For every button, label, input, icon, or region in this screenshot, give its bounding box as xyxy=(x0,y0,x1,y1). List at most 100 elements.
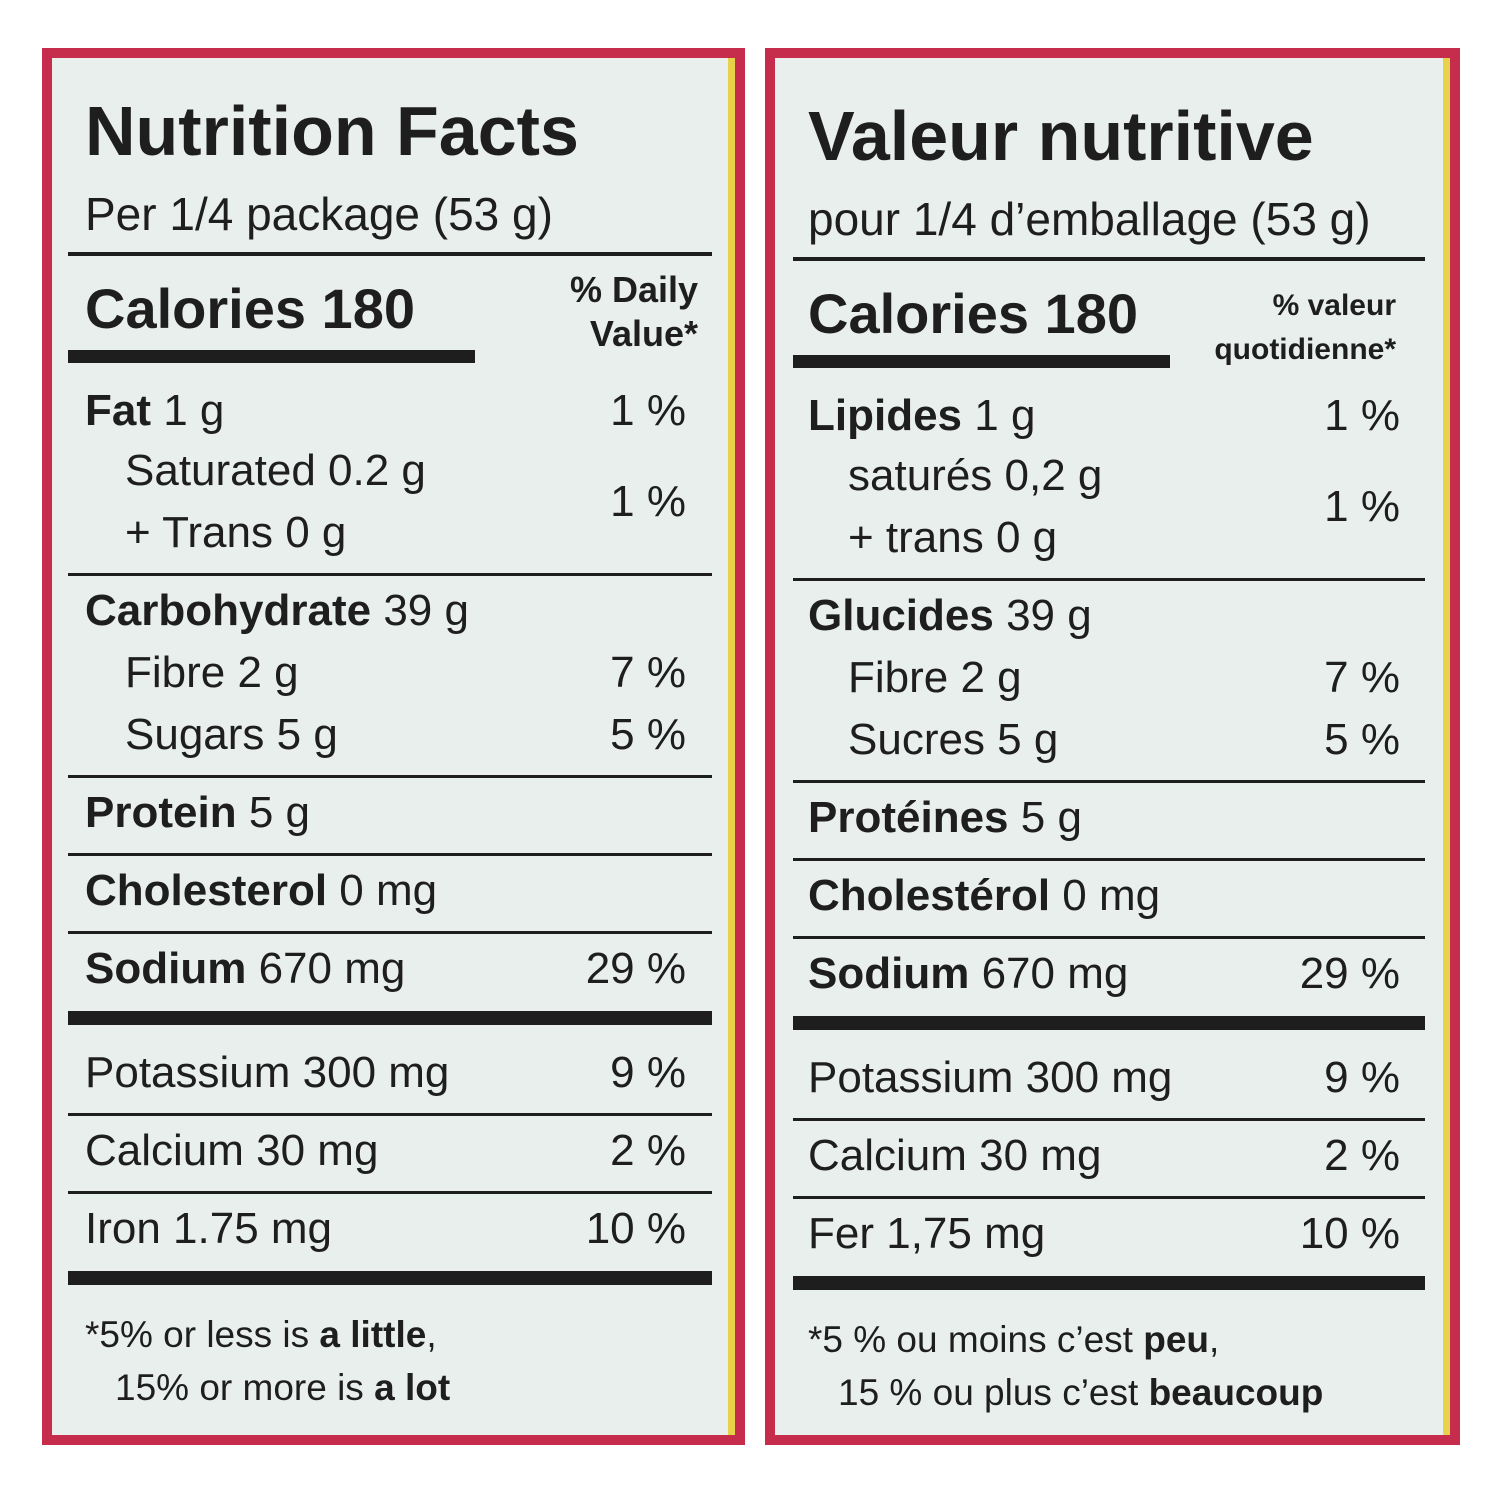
footnote: *5 % ou moins c’est peu, xyxy=(808,1319,1219,1360)
nutrient-amount: 39 g xyxy=(383,586,469,635)
panel-background xyxy=(52,58,728,1435)
sub-nutrient: + trans 0 g xyxy=(848,513,1057,562)
nutrient-amount: Potassium 300 mg xyxy=(85,1048,449,1097)
sub-nutrient: + Trans 0 g xyxy=(125,508,346,557)
daily-value: 10 % xyxy=(1300,1209,1400,1258)
nutrient-amount: 0 mg xyxy=(1062,871,1160,920)
dv-header: % Daily xyxy=(570,269,698,310)
daily-value: 5 % xyxy=(610,710,686,759)
daily-value: 9 % xyxy=(1324,1053,1400,1102)
nutrient-amount: 1 g xyxy=(974,391,1035,440)
footnote-text: a little xyxy=(319,1314,426,1355)
nutrient-row: Glucides 39 g xyxy=(808,591,1092,640)
footnote-text: *5 % ou moins c’est xyxy=(808,1319,1143,1360)
nutrient-row: Iron 1.75 mg xyxy=(85,1204,332,1253)
thick-rule xyxy=(793,355,1170,368)
footnote: 15 % ou plus c’est beaucoup xyxy=(838,1372,1323,1413)
dv-header: Value* xyxy=(590,313,698,354)
nutrient-row: Cholestérol 0 mg xyxy=(808,871,1160,920)
nutrient-amount: Potassium 300 mg xyxy=(808,1053,1172,1102)
title: Valeur nutritive xyxy=(808,97,1314,175)
nutrient-name: Lipides xyxy=(808,391,962,440)
calories: Calories 180 xyxy=(85,277,415,340)
footnote-text: , xyxy=(426,1314,436,1355)
thin-rule xyxy=(68,775,712,778)
nutrient-amount: 670 mg xyxy=(982,949,1129,998)
sub-nutrient: Fibre 2 g xyxy=(848,653,1022,702)
thick-rule xyxy=(793,1016,1425,1030)
footnote: *5% or less is a little, xyxy=(85,1314,437,1355)
nutrient-name: Carbohydrate xyxy=(85,586,371,635)
footnote-text: 15 % ou plus c’est xyxy=(838,1372,1149,1413)
daily-value: 1 % xyxy=(1324,482,1400,531)
daily-value: 9 % xyxy=(610,1048,686,1097)
panel-stripe xyxy=(728,58,735,1435)
sub-nutrient: Saturated 0.2 g xyxy=(125,446,426,495)
thick-rule xyxy=(68,1011,712,1025)
sub-nutrient: Sugars 5 g xyxy=(125,710,338,759)
nutrient-row: Cholesterol 0 mg xyxy=(85,866,437,915)
thick-rule xyxy=(68,1271,712,1285)
nutrient-row: Calcium 30 mg xyxy=(808,1131,1101,1180)
nutrient-amount: 39 g xyxy=(1006,591,1092,640)
thin-rule xyxy=(793,936,1425,939)
daily-value: 1 % xyxy=(610,477,686,526)
nutrient-amount: Fer 1,75 mg xyxy=(808,1209,1045,1258)
nutrient-row: Lipides 1 g xyxy=(808,391,1035,440)
daily-value: 2 % xyxy=(610,1126,686,1175)
serving-size: pour 1/4 d’emballage (53 g) xyxy=(808,193,1371,245)
nutrient-name: Sodium xyxy=(808,949,969,998)
nutrient-amount: Iron 1.75 mg xyxy=(85,1204,332,1253)
nutrient-name: Cholestérol xyxy=(808,871,1050,920)
dv-header: quotidienne* xyxy=(1214,333,1396,366)
nutrient-row: Sodium 670 mg xyxy=(85,944,405,993)
nutrient-amount: 5 g xyxy=(1021,793,1082,842)
nutrient-row: Carbohydrate 39 g xyxy=(85,586,469,635)
thin-rule xyxy=(68,252,712,256)
thick-rule xyxy=(793,1276,1425,1290)
nutrient-amount: Calcium 30 mg xyxy=(808,1131,1101,1180)
panel-stripe xyxy=(1443,58,1450,1435)
daily-value: 5 % xyxy=(1324,715,1400,764)
nutrient-amount: 670 mg xyxy=(259,944,406,993)
nutrient-amount: 1 g xyxy=(163,386,224,435)
daily-value: 2 % xyxy=(1324,1131,1400,1180)
nutrient-name: Protein xyxy=(85,788,237,837)
nutrient-row: Potassium 300 mg xyxy=(808,1053,1172,1102)
daily-value: 29 % xyxy=(586,944,686,993)
nutrient-name: Sodium xyxy=(85,944,246,993)
daily-value: 7 % xyxy=(610,648,686,697)
thin-rule xyxy=(68,1191,712,1194)
footnote-text: , xyxy=(1209,1319,1219,1360)
panel-background xyxy=(775,58,1443,1435)
nutrient-row: Potassium 300 mg xyxy=(85,1048,449,1097)
thin-rule xyxy=(793,1196,1425,1199)
thin-rule xyxy=(793,780,1425,783)
nutrient-amount: 0 mg xyxy=(339,866,437,915)
nutrient-row: Fer 1,75 mg xyxy=(808,1209,1045,1258)
thin-rule xyxy=(793,578,1425,581)
thin-rule xyxy=(793,1118,1425,1121)
footnote-text: peu xyxy=(1143,1319,1209,1360)
nutrient-name: Cholesterol xyxy=(85,866,327,915)
nutrient-name: Protéines xyxy=(808,793,1009,842)
footnote-text: *5% or less is xyxy=(85,1314,319,1355)
thin-rule xyxy=(793,257,1425,261)
nutrient-row: Fat 1 g xyxy=(85,386,224,435)
daily-value: 1 % xyxy=(1324,391,1400,440)
nutrient-amount: Calcium 30 mg xyxy=(85,1126,378,1175)
thin-rule xyxy=(68,1113,712,1116)
title: Nutrition Facts xyxy=(85,92,579,170)
daily-value: 7 % xyxy=(1324,653,1400,702)
thin-rule xyxy=(68,573,712,576)
thin-rule xyxy=(793,858,1425,861)
thick-rule xyxy=(68,350,475,363)
nutrient-amount: 5 g xyxy=(249,788,310,837)
daily-value: 29 % xyxy=(1300,949,1400,998)
nutrient-row: Sodium 670 mg xyxy=(808,949,1128,998)
thin-rule xyxy=(68,931,712,934)
daily-value: 10 % xyxy=(586,1204,686,1253)
sub-nutrient: Fibre 2 g xyxy=(125,648,299,697)
daily-value: 1 % xyxy=(610,386,686,435)
